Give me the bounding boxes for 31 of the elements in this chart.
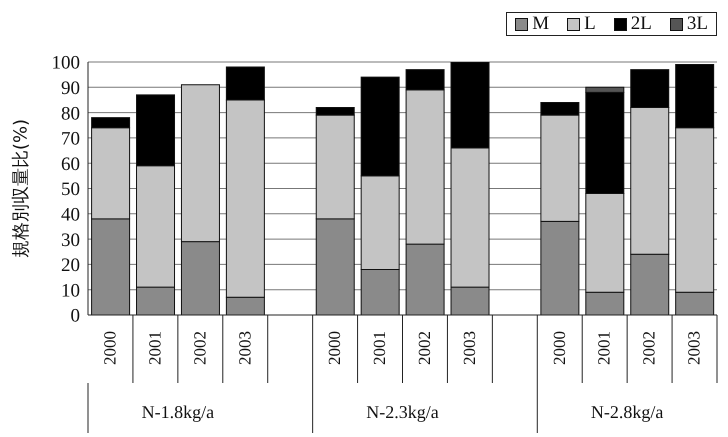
- x-tick-label: 2000: [100, 331, 120, 365]
- y-tick-label: 70: [61, 128, 80, 150]
- y-tick-label: 10: [61, 280, 80, 302]
- x-tick-label: 2002: [414, 331, 434, 365]
- legend-label: 2L: [630, 13, 652, 35]
- y-tick-label: 0: [70, 306, 80, 327]
- y-tick-label: 50: [61, 179, 80, 200]
- legend-label: L: [584, 13, 596, 35]
- x-tick-label: 2003: [684, 331, 704, 365]
- legend-label: M: [532, 13, 550, 35]
- y-tick-label: 40: [61, 204, 80, 226]
- x-tick-label: 2001: [370, 331, 390, 365]
- y-tick-label: 90: [61, 78, 80, 100]
- text: N-2.8kg/a: [590, 402, 664, 422]
- y-tick-label: 60: [61, 154, 80, 175]
- x-tick-label: 2003: [460, 331, 479, 365]
- x-tick-label: 2003: [235, 331, 254, 365]
- y-tick-label: 80: [61, 103, 80, 124]
- x-tick-label: 2001: [145, 331, 164, 365]
- y-tick-label: 30: [61, 230, 80, 251]
- text: N-1.8kg/a: [142, 402, 214, 422]
- legend-label: 3L: [686, 13, 708, 35]
- y-tick-label: 20: [61, 255, 80, 276]
- y-axis-title: 規格別収量比(%): [10, 118, 32, 258]
- x-tick-label: 2002: [640, 331, 659, 365]
- x-tick-label: 2001: [594, 331, 614, 365]
- x-tick-label: 2002: [190, 331, 210, 365]
- x-tick-label: 2000: [325, 331, 344, 365]
- y-tick-label: 100: [52, 52, 80, 74]
- x-tick-label: 2000: [550, 331, 569, 365]
- text: N-2.3kg/a: [366, 402, 439, 422]
